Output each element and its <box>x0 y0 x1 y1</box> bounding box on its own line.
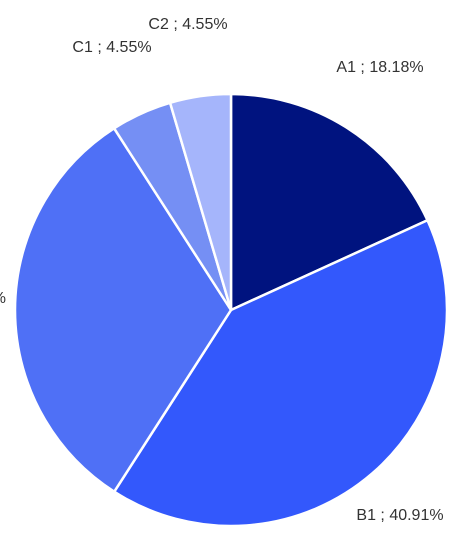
labels-layer: A1 ; 18.18% B1 ; 40.91%% C1 ; 4.55% C2 ; 4.… <box>0 16 444 524</box>
pie-slice-c2 <box>168 92 233 312</box>
pie-slice-b1 <box>112 219 449 528</box>
slice-label-a1: A1 ; 18.18% <box>336 59 423 76</box>
slice-label-c1: C1 ; 4.55% <box>72 39 151 56</box>
slice-label-c2: C2 ; 4.55% <box>148 16 227 33</box>
pie-slice-b2 <box>13 127 233 493</box>
pie-slice-a1 <box>229 92 429 312</box>
slice-label-b1: B1 ; 40.91% <box>356 507 443 524</box>
slice-label-b2: % <box>0 290 6 307</box>
slices-layer <box>13 92 449 528</box>
